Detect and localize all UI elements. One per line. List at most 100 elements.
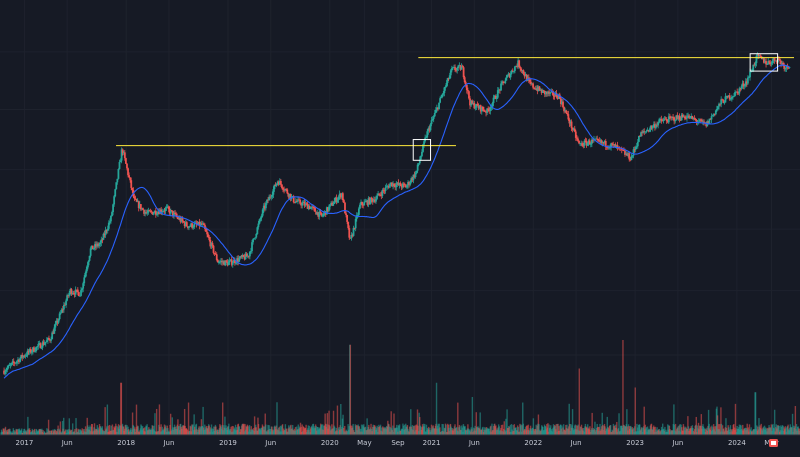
candle-body xyxy=(610,143,612,148)
candle-body xyxy=(627,153,630,156)
candle-body xyxy=(291,196,294,197)
candle-body xyxy=(267,199,269,201)
candle-body xyxy=(577,138,579,141)
candle-body xyxy=(422,144,424,152)
candle-body xyxy=(569,121,572,124)
volume-bar xyxy=(442,424,444,435)
candle-body xyxy=(409,182,412,185)
x-tick-label: Jun xyxy=(468,439,480,447)
candle-body xyxy=(702,121,704,123)
candle-body xyxy=(660,119,663,121)
candle-body xyxy=(136,201,139,203)
candle-body xyxy=(259,218,262,220)
candle-body xyxy=(337,196,340,200)
candle-body xyxy=(117,169,120,179)
candle-body xyxy=(272,189,275,195)
candles xyxy=(3,52,791,376)
candle-body xyxy=(307,205,310,209)
candle-body xyxy=(285,189,288,190)
candle-body xyxy=(396,182,399,185)
candle-body xyxy=(151,212,154,215)
candle-body xyxy=(293,202,296,204)
volume-bar xyxy=(632,428,635,435)
candle-body xyxy=(784,68,787,70)
candle-body xyxy=(126,163,128,169)
candle-body xyxy=(40,347,43,349)
candle-body xyxy=(530,81,532,85)
candle-body xyxy=(77,292,80,297)
candle-body xyxy=(780,60,782,65)
candle-body xyxy=(712,113,715,116)
candle-body xyxy=(70,289,73,295)
volume-bar xyxy=(547,423,549,435)
candle-body xyxy=(162,210,165,212)
volume-bar xyxy=(703,428,706,435)
candle-body xyxy=(75,289,78,291)
candle-body xyxy=(421,151,423,157)
x-tick-label: Jun xyxy=(162,439,174,447)
candle-body xyxy=(637,135,640,142)
volume-bar xyxy=(664,426,666,435)
candle-body xyxy=(48,338,50,340)
candle-body xyxy=(332,203,335,206)
candle-body xyxy=(425,137,428,139)
candle-body xyxy=(164,208,167,212)
candle-body xyxy=(661,120,664,122)
candle-body xyxy=(99,242,102,245)
candle-body xyxy=(25,355,28,357)
candle-body xyxy=(262,205,265,210)
candle-body xyxy=(172,210,174,216)
candle-body xyxy=(491,102,494,107)
volume-bar xyxy=(571,409,574,435)
volume-bar xyxy=(720,423,723,435)
volume-bar xyxy=(54,430,57,435)
candle-body xyxy=(548,91,551,94)
candle-body xyxy=(103,233,106,236)
candle-body xyxy=(238,258,241,262)
candle-body xyxy=(492,97,495,103)
candle-body xyxy=(484,111,486,112)
candle-body xyxy=(419,156,422,160)
volume-bar xyxy=(379,424,382,435)
candle-body xyxy=(49,339,51,341)
badge-icon xyxy=(769,439,778,447)
candle-body xyxy=(518,60,521,68)
volume-bar xyxy=(687,426,690,435)
candle-body xyxy=(90,245,93,249)
candle-body xyxy=(479,105,482,112)
time-axis[interactable]: 2017 Jun 2018 Jun 2019 Jun 2020 May Sep 2021 Jun 20… xyxy=(16,439,779,447)
candle-body xyxy=(314,208,316,212)
candle-body xyxy=(546,91,548,94)
candle-body xyxy=(662,119,665,122)
volume-bar xyxy=(435,382,438,435)
candle-body xyxy=(549,92,552,94)
candle-body xyxy=(170,210,173,211)
candle-body xyxy=(138,204,141,209)
volume-bar xyxy=(333,426,336,435)
volume-bar xyxy=(599,423,601,435)
candle-body xyxy=(50,339,52,341)
candle-body xyxy=(466,90,469,92)
candle-body xyxy=(191,223,194,228)
candle-body xyxy=(733,95,735,97)
candle-body xyxy=(758,55,761,57)
candle-body xyxy=(14,362,17,364)
volume-bar xyxy=(247,425,249,435)
volume-bar xyxy=(782,425,784,435)
candle-body xyxy=(253,238,256,240)
candle-body xyxy=(331,202,334,206)
candle-body xyxy=(509,73,512,78)
volume-bar xyxy=(392,425,394,435)
candle-body xyxy=(118,162,121,170)
candle-body xyxy=(721,99,724,101)
candle-body xyxy=(364,201,367,203)
volume-bar xyxy=(413,425,415,435)
candle-body xyxy=(649,126,652,130)
candle-body xyxy=(111,212,113,217)
volume-bar xyxy=(479,412,481,435)
candle-body xyxy=(698,119,701,122)
candle-body xyxy=(214,253,217,255)
candle-body xyxy=(134,198,137,200)
volume-bar xyxy=(506,409,508,435)
